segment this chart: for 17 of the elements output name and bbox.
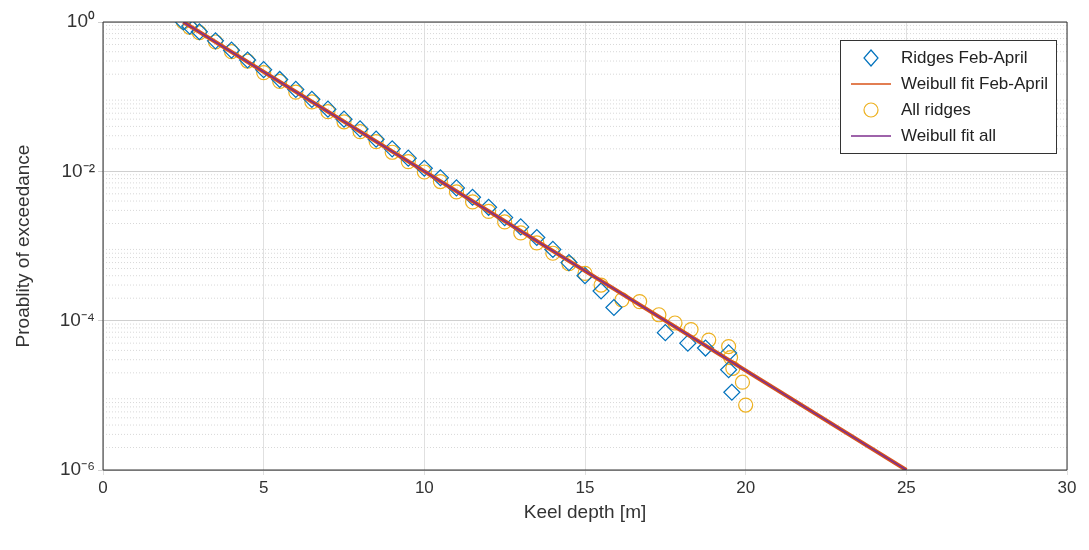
x-tick-label: 25: [896, 477, 916, 497]
y-tick-label: 10⁰: [66, 10, 95, 32]
x-tick-label: 30: [1057, 477, 1077, 497]
x-tick-label: 15: [575, 477, 595, 497]
x-tick-label: 20: [736, 477, 756, 497]
x-tick-label: 10: [414, 477, 434, 497]
x-tick-label: 5: [258, 477, 269, 497]
legend-label: Weibull fit Feb-April: [900, 74, 1048, 94]
legend-label: Ridges Feb-April: [900, 48, 1028, 68]
x-axis-title: Keel depth [m]: [523, 500, 647, 522]
y-axis-title: Proablity of exceedance: [11, 144, 33, 348]
y-tick-label: 10⁻⁶: [60, 458, 95, 480]
legend-label: All ridges: [900, 100, 971, 120]
legend-label: Weibull fit all: [900, 126, 997, 146]
x-tick-label: 0: [98, 477, 108, 497]
y-tick-label: 10⁻²: [61, 159, 95, 181]
y-tick-label: 10⁻⁴: [59, 308, 95, 330]
